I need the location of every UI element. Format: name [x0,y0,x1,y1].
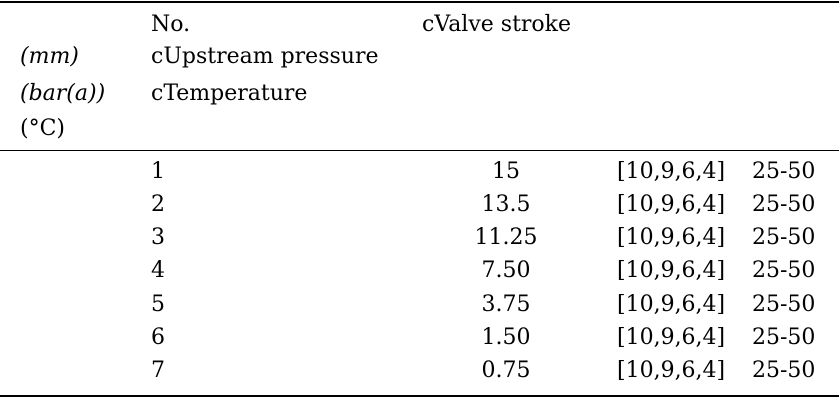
row-no: 4 [151,258,165,283]
row-no: 1 [151,159,165,184]
row-no: 5 [151,292,165,317]
top-rule [0,1,839,3]
row-no: 2 [151,192,165,217]
row-temperature: 25-50 [752,159,816,184]
row-pressure: [10,9,6,4] [617,325,726,350]
table-row: 7 0.75 [10,9,6,4] 25-50 [0,356,839,386]
table-row: 1 15 [10,9,6,4] 25-50 [0,157,839,187]
row-no: 6 [151,325,165,350]
row-temperature: 25-50 [752,225,816,250]
row-stroke: 7.50 [481,258,531,283]
header-unit-bar: (bar(a)) [20,81,106,106]
header-upstream-pressure: cUpstream pressure [151,44,379,69]
header-valve-stroke: cValve stroke [422,12,572,37]
bottom-rule [0,395,839,397]
row-stroke: 15 [492,159,520,184]
table-row: 3 11.25 [10,9,6,4] 25-50 [0,223,839,253]
row-temperature: 25-50 [752,358,816,383]
row-pressure: [10,9,6,4] [617,258,726,283]
row-pressure: [10,9,6,4] [617,292,726,317]
row-stroke: 3.75 [481,292,531,317]
row-pressure: [10,9,6,4] [617,358,726,383]
row-pressure: [10,9,6,4] [617,225,726,250]
table-row: 2 13.5 [10,9,6,4] 25-50 [0,190,839,220]
row-pressure: [10,9,6,4] [617,192,726,217]
row-stroke: 1.50 [481,325,531,350]
table-row: 6 1.50 [10,9,6,4] 25-50 [0,323,839,353]
row-stroke: 0.75 [481,358,531,383]
header-rule [0,150,839,151]
header-no: No. [151,12,191,37]
header-unit-mm: (mm) [20,44,79,69]
row-stroke: 13.5 [481,192,531,217]
row-temperature: 25-50 [752,292,816,317]
row-pressure: [10,9,6,4] [617,159,726,184]
row-stroke: 11.25 [474,225,538,250]
header-temperature: cTemperature [151,81,308,106]
row-temperature: 25-50 [752,325,816,350]
table-row: 5 3.75 [10,9,6,4] 25-50 [0,290,839,320]
row-temperature: 25-50 [752,192,816,217]
row-no: 3 [151,225,165,250]
header-unit-temp: (°C) [20,116,65,141]
table-row: 4 7.50 [10,9,6,4] 25-50 [0,256,839,286]
row-temperature: 25-50 [752,258,816,283]
row-no: 7 [151,358,165,383]
